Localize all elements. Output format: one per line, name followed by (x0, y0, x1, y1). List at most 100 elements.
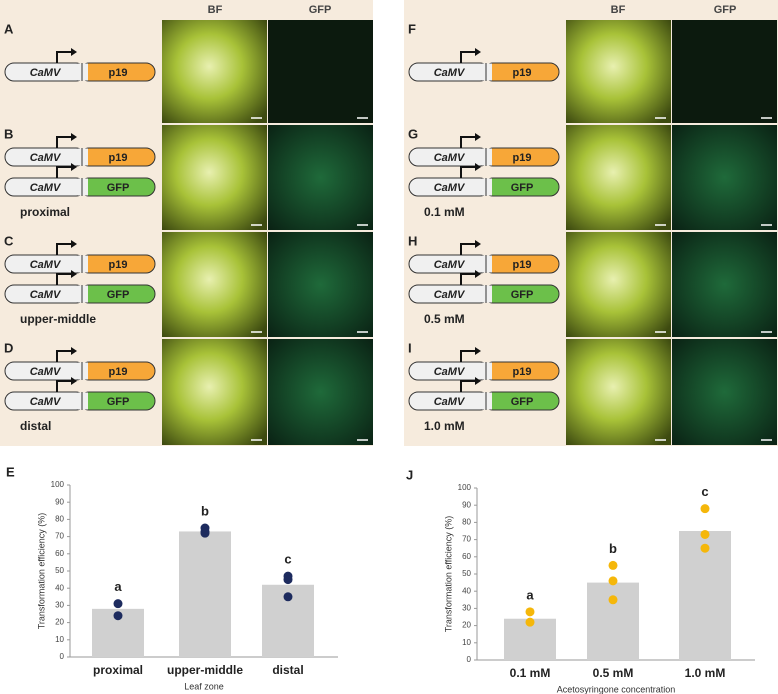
promoter: CaMV (30, 67, 62, 79)
y-tick-label: 10 (462, 638, 471, 647)
bf-image (566, 232, 671, 337)
promoter-arrow (460, 350, 476, 362)
x-axis-title: Acetosyringone concentration (557, 684, 676, 694)
arrow-head (71, 133, 77, 141)
panel-letter: D (4, 340, 13, 355)
promoter: CaMV (30, 152, 62, 164)
y-tick-label: 40 (55, 583, 64, 592)
data-point (525, 607, 535, 617)
promoter: CaMV (434, 259, 466, 271)
significance-letter: c (701, 484, 708, 499)
data-point (200, 528, 210, 538)
gene: p19 (109, 259, 128, 271)
panel-label: proximal (20, 205, 70, 219)
y-tick-label: 90 (55, 497, 64, 506)
panel-letter: H (408, 233, 417, 248)
y-tick-label: 30 (462, 604, 471, 613)
gfp-image (268, 125, 373, 230)
arrow-head (71, 270, 77, 278)
panel-label: distal (20, 419, 51, 433)
join (78, 392, 88, 410)
y-tick-label: 10 (55, 635, 64, 644)
promoter: CaMV (30, 259, 62, 271)
arrow-head (475, 270, 481, 278)
data-point (700, 529, 710, 539)
gene: GFP (511, 289, 534, 301)
join (482, 255, 492, 273)
y-tick-label: 0 (60, 652, 65, 661)
promoter-arrow (56, 166, 72, 178)
promoter-arrow (56, 136, 72, 148)
y-tick-label: 40 (462, 586, 471, 595)
gene: p19 (513, 152, 532, 164)
gene: GFP (511, 182, 534, 194)
y-tick-label: 70 (462, 535, 471, 544)
join (482, 392, 492, 410)
join (78, 285, 88, 303)
chart-letter: J (406, 467, 413, 482)
header: GFP (714, 4, 737, 16)
panel-letter: F (408, 21, 416, 36)
data-point (283, 575, 293, 585)
arrow-head (71, 377, 77, 385)
arrow-head (71, 240, 77, 248)
arrow-head (71, 48, 77, 56)
promoter-arrow (56, 273, 72, 285)
promoter-arrow (460, 380, 476, 392)
data-point (113, 611, 123, 621)
panel-label: upper-middle (20, 312, 96, 326)
join (78, 255, 88, 273)
bf-image (162, 232, 267, 337)
arrow-head (475, 377, 481, 385)
promoter-arrow (460, 51, 476, 63)
join (482, 63, 492, 81)
gene: GFP (107, 396, 130, 408)
gene: p19 (513, 366, 532, 378)
gfp-image (672, 339, 777, 445)
join (482, 178, 492, 196)
promoter: CaMV (434, 366, 466, 378)
bf-image (566, 339, 671, 445)
join (78, 63, 88, 81)
promoter-arrow (460, 166, 476, 178)
y-tick-label: 100 (51, 480, 65, 489)
gfp-image (672, 125, 777, 230)
y-tick-label: 80 (55, 515, 64, 524)
significance-letter: a (526, 587, 534, 602)
y-tick-label: 50 (462, 569, 471, 578)
x-tick-label: proximal (93, 663, 143, 677)
x-tick-label: 0.1 mM (510, 666, 551, 680)
gene: GFP (107, 182, 130, 194)
panel-label: 1.0 mM (424, 419, 465, 433)
data-point (700, 504, 710, 514)
data-point (608, 560, 618, 570)
y-tick-label: 20 (55, 618, 64, 627)
y-tick-label: 80 (462, 518, 471, 527)
arrow-head (71, 347, 77, 355)
x-tick-label: distal (272, 663, 303, 677)
panel-letter: A (4, 21, 14, 36)
panel-label: 0.1 mM (424, 205, 465, 219)
panel-letter: C (4, 233, 14, 248)
header: GFP (309, 4, 332, 16)
y-tick-label: 70 (55, 532, 64, 541)
arrow-head (475, 240, 481, 248)
bf-image (566, 125, 671, 230)
gene: p19 (109, 152, 128, 164)
significance-letter: b (201, 503, 209, 518)
data-point (525, 617, 535, 627)
significance-letter: a (114, 579, 122, 594)
data-point (700, 543, 710, 553)
panel-letter: B (4, 126, 13, 141)
gfp-image (672, 20, 777, 123)
arrow-head (475, 48, 481, 56)
x-tick-label: upper-middle (167, 663, 243, 677)
join (78, 362, 88, 380)
promoter-arrow (56, 380, 72, 392)
header: BF (208, 4, 223, 16)
gfp-image (268, 232, 373, 337)
bar (179, 531, 231, 657)
promoter: CaMV (30, 182, 62, 194)
gene: p19 (109, 366, 128, 378)
